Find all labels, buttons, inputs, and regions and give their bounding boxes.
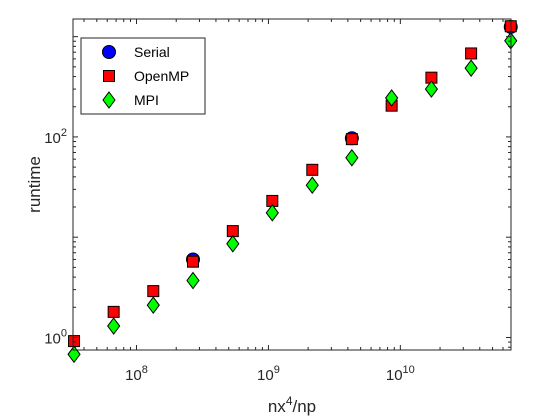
- axis-ticks: 108 109 1010 100 102: [44, 19, 511, 384]
- legend-label-openmp: OpenMP: [134, 68, 189, 84]
- plot-area: [72, 18, 512, 351]
- mpi-point: [107, 317, 121, 335]
- mpi-point: [265, 203, 279, 222]
- y-axis-label: runtime: [25, 156, 44, 213]
- legend: Serial OpenMP MPI: [80, 37, 206, 115]
- x-tick-label: 108: [125, 364, 148, 384]
- legend-marker-serial: [102, 45, 116, 59]
- mpi-point: [226, 234, 240, 253]
- y-tick-label: 102: [44, 127, 67, 147]
- mpi-point: [186, 271, 200, 290]
- legend-label-serial: Serial: [134, 44, 170, 60]
- x-tick-label: 1010: [386, 364, 415, 384]
- openmp-point: [306, 163, 319, 176]
- legend-marker-mpi: [102, 91, 116, 109]
- y-tick-label: 100: [44, 327, 67, 347]
- mpi-point: [424, 80, 439, 98]
- openmp-point: [345, 133, 358, 146]
- legend-label-mpi: MPI: [134, 92, 159, 108]
- openmp-point: [147, 285, 160, 298]
- mpi-point: [464, 59, 478, 78]
- legend-box: [80, 37, 206, 115]
- mpi-point: [385, 89, 399, 107]
- openmp-point: [186, 255, 199, 268]
- mpi-point: [345, 148, 359, 167]
- mpi-point: [146, 296, 160, 314]
- legend-marker-openmp: [103, 70, 115, 82]
- x-tick-label: 109: [257, 364, 280, 384]
- openmp-point: [107, 305, 120, 318]
- mpi-point: [305, 176, 319, 195]
- x-axis-label: nx4/np: [268, 394, 316, 416]
- openmp-point: [465, 47, 478, 60]
